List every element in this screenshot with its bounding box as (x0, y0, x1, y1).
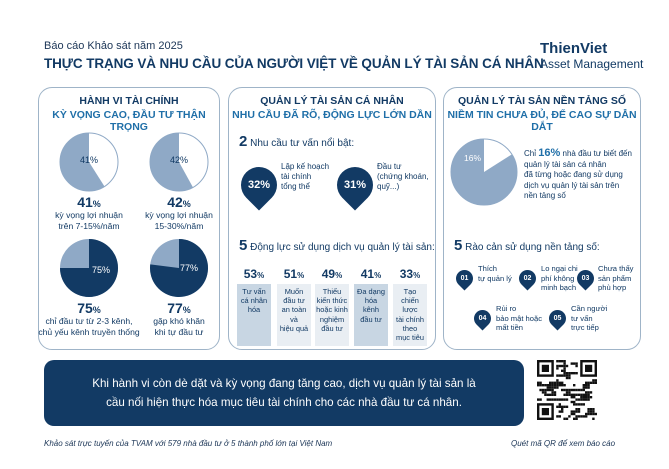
stat-value: 42% (167, 194, 191, 210)
pie-slice (179, 133, 209, 188)
barriers-heading: 5 Rào cản sử dụng nền tảng số: (454, 237, 600, 254)
page-title: THỰC TRẠNG VÀ NHU CẦU CỦA NGƯỜI VIỆT VỀ … (44, 56, 544, 71)
footnote: Khảo sát trực tuyến của TVAM với 579 nhà… (44, 439, 333, 448)
motive-column: 41% Đa dạng hóa kênh đầu tư (354, 267, 388, 346)
panel-title: QUẢN LÝ TÀI SẢN NỀN TẢNG SỐ (457, 95, 626, 107)
motive-column: 33% Tạo chiến lược tài chính theo mục tiêu (393, 267, 427, 346)
pie-outline (450, 138, 518, 206)
pie-slice (60, 239, 118, 297)
barrier-badge: 03 (573, 266, 598, 291)
panel-title: HÀNH VI TÀI CHÍNH (79, 95, 179, 107)
pie-chart: 41% (59, 132, 119, 192)
pie-label: 41% (79, 155, 98, 165)
motive-desc: Thiếu kiến thức hoặc kinh nghiệm đầu tư (315, 284, 349, 346)
motive-desc: Tạo chiến lược tài chính theo mục tiêu (393, 284, 427, 346)
barrier-badge: 04 (470, 306, 495, 331)
panel-financial-behavior: HÀNH VI TÀI CHÍNH KỲ VỌNG CAO, ĐẦU TƯ TH… (38, 87, 220, 350)
pie-label: 16% (464, 153, 482, 163)
stat-desc: kỳ vọng lợi nhuận trên 7-15%/năm (55, 210, 123, 231)
pie-slice (89, 133, 119, 187)
panel-title: QUẢN LÝ TÀI SẢN CÁ NHÂN (260, 95, 404, 107)
barrier-desc: Thích tự quản lý (478, 264, 512, 283)
motive-value: 53% (243, 267, 265, 281)
pie-slice (150, 239, 208, 297)
barrier-desc: Chưa thấy sản phẩm phù hợp (598, 264, 634, 292)
logo-tagline: Asset Management (540, 57, 644, 71)
logo-name: ThienViet (540, 40, 608, 57)
need-desc: Lập kế hoạch tài chính tổng thể (281, 162, 330, 191)
motive-column: 53% Tư vấn cá nhân hóa (237, 267, 271, 346)
pie-chart: 77% (149, 238, 209, 298)
report-label: Báo cáo Khảo sát năm 2025 (44, 40, 183, 52)
summary-text: Khi hành vi còn dè dặt và kỳ vọng đang t… (92, 377, 476, 409)
need-desc: Đầu tư (chứng khoán, quỹ...) (377, 162, 429, 191)
panel-subtitle: NIỀM TIN CHƯA ĐỦ, ĐỂ CAO SỰ DẪN DẮT (447, 109, 637, 133)
barrier-badge: 02 (515, 266, 540, 291)
qr-caption: Quét mã QR để xem báo cáo (511, 439, 616, 448)
panel-subtitle: KỲ VỌNG CAO, ĐẦU TƯ THẬN TRỌNG (52, 109, 206, 133)
pie-outline (59, 132, 119, 192)
stat-desc: kỳ vọng lợi nhuận 15-30%/năm (145, 210, 213, 231)
motives-heading: 5 Động lực sử dụng dịch vụ quản lý tài s… (239, 237, 435, 254)
pie-label: 42% (169, 155, 188, 165)
barrier-badge: 01 (452, 266, 477, 291)
need-pin: 32% (233, 159, 285, 211)
motive-value: 51% (283, 267, 305, 281)
barrier-desc: Cần người tư vấn trực tiếp (571, 304, 608, 332)
motive-desc: Muốn đầu tư an toàn và hiệu quả (277, 284, 311, 346)
summary-banner: Khi hành vi còn dè dặt và kỳ vọng đang t… (44, 360, 524, 426)
pie-chart: 42% (149, 132, 209, 192)
motive-desc: Tư vấn cá nhân hóa (237, 284, 271, 346)
motive-column: 49% Thiếu kiến thức hoặc kinh nghiệm đầu tư (315, 267, 349, 346)
stat-value: 77% (167, 300, 191, 316)
motive-desc: Đa dạng hóa kênh đầu tư (354, 284, 388, 346)
pie-label: 77% (179, 263, 198, 273)
digital-desc: Chỉ 16% nhà đầu tư biết đến quản lý tài … (524, 147, 632, 201)
needs-heading: 2 Nhu cầu tư vấn nổi bật: (239, 133, 355, 150)
stat-desc: chỉ đầu tư từ 2-3 kênh, chủ yếu kênh truy… (38, 316, 140, 337)
pie-chart: 16% (450, 138, 518, 206)
motive-value: 33% (399, 267, 421, 281)
need-pin: 31% (329, 159, 381, 211)
pie-label: 75% (91, 265, 110, 275)
pie-outline (149, 132, 209, 192)
panel-subtitle: NHU CẦU ĐÃ RÕ, ĐỘNG LỰC LỚN DẦN (232, 109, 432, 121)
barrier-desc: Rủi ro bảo mật hoặc mất tiền (496, 304, 543, 332)
motive-value: 49% (321, 267, 343, 281)
barrier-desc: Lo ngại chi phí không minh bạch (541, 264, 578, 292)
stat-value: 75% (77, 300, 101, 316)
stat-desc: gặp khó khăn khi tự đầu tư (153, 316, 205, 337)
barrier-badge: 05 (545, 306, 570, 331)
motive-value: 41% (360, 267, 382, 281)
qr-code[interactable] (537, 360, 597, 420)
panel-digital-platform: QUẢN LÝ TÀI SẢN NỀN TẢNG SỐ NIỀM TIN CHƯ… (443, 87, 641, 350)
stat-value: 41% (77, 194, 101, 210)
pie-slice (484, 139, 512, 172)
motive-column: 51% Muốn đầu tư an toàn và hiệu quả (277, 267, 311, 346)
pie-chart: 75% (59, 238, 119, 298)
